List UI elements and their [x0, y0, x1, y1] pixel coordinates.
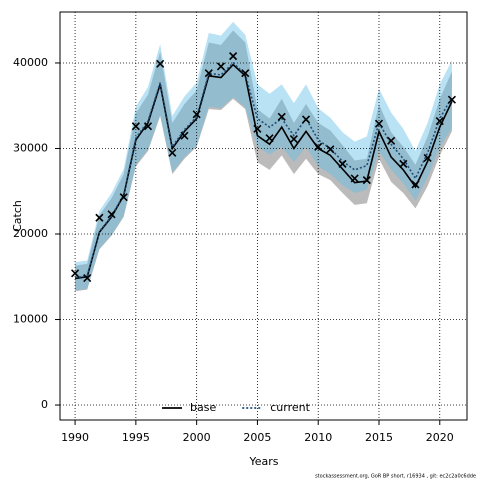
observed-point	[326, 145, 335, 154]
observed-point	[131, 122, 140, 131]
y-tick-label: 40000	[13, 56, 48, 69]
observed-point	[289, 135, 298, 144]
x-tick-label: 2000	[183, 431, 211, 444]
observed-point	[156, 59, 165, 68]
observed-point	[314, 142, 323, 151]
legend-label: base	[190, 401, 216, 414]
series-line	[74, 63, 453, 280]
observed-point	[411, 180, 420, 189]
observed-point	[374, 119, 384, 128]
observed-point	[143, 122, 153, 131]
y-tick-label: 10000	[13, 313, 48, 326]
y-tick-label: 20000	[13, 227, 48, 240]
observed-point	[71, 269, 80, 278]
x-tick-label: 2020	[426, 431, 454, 444]
observed-point	[168, 148, 177, 157]
observed-point	[362, 176, 371, 185]
confidence-band	[75, 21, 452, 291]
observed-point	[216, 62, 226, 71]
observed-point	[241, 69, 250, 78]
observed-point	[229, 52, 238, 61]
observed-point	[253, 124, 262, 133]
plot-frame	[59, 11, 468, 421]
y-axis-label: Catch	[11, 200, 24, 232]
observed-point	[204, 69, 213, 78]
observed-point	[192, 110, 201, 119]
series-line	[74, 61, 453, 279]
observed-point	[265, 134, 274, 143]
confidence-band	[75, 30, 452, 292]
observed-point	[277, 112, 286, 121]
y-tick-label: 30000	[13, 141, 48, 154]
x-tick-label: 1990	[61, 431, 89, 444]
x-tick-label: 2010	[304, 431, 332, 444]
observed-point	[338, 159, 347, 168]
y-tick-label: 0	[41, 398, 48, 411]
observed-point	[83, 273, 92, 283]
x-axis-label: Years	[248, 455, 278, 468]
footer: stockassessment.org, GoR BP short, r1693…	[315, 474, 476, 480]
observed-point	[387, 136, 396, 145]
observed-point	[435, 117, 444, 126]
observed-point	[107, 210, 116, 219]
x-tick-label: 1995	[122, 431, 150, 444]
observed-point	[180, 131, 189, 140]
observed-point	[399, 159, 408, 168]
observed-point	[350, 174, 359, 183]
observed-point	[95, 213, 104, 222]
x-tick-label: 2015	[365, 431, 393, 444]
x-tick-label: 2005	[243, 431, 271, 444]
legend-label: current	[270, 401, 310, 414]
observed-point	[301, 115, 311, 124]
observed-point	[447, 95, 456, 104]
observed-point	[423, 153, 432, 162]
observed-point	[119, 193, 128, 202]
